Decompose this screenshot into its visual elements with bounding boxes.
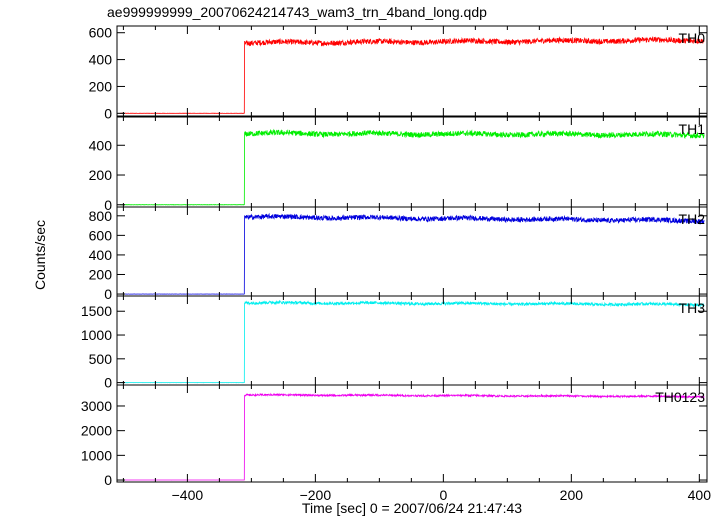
chart-title: ae999999999_20070624214743_wam3_trn_4ban…: [107, 4, 487, 20]
x-tick-label: −400: [172, 487, 204, 503]
x-axis-label: Time [sec] 0 = 2007/06/24 21:47:43: [302, 500, 522, 516]
panel-th3: 0 500 1000 1500 TH3: [81, 295, 708, 391]
panel-label-th2: TH2: [679, 211, 706, 227]
panel-frame: [116, 384, 708, 483]
panel-th2: 0 200 400 600 800 TH2: [89, 206, 708, 302]
panel-label-th3: TH3: [679, 300, 706, 316]
y-tick-label: 800: [89, 208, 113, 224]
y-tick-label: 200: [89, 167, 113, 183]
y-tick-label: 200: [89, 266, 113, 282]
panel-label-th1: TH1: [679, 121, 706, 137]
y-tick-label: 500: [89, 351, 113, 367]
y-tick-label: 0: [104, 375, 112, 391]
y-tick-label: 600: [89, 25, 113, 41]
panel-frame: [116, 25, 708, 117]
panel-frame: [116, 295, 708, 386]
panel-frame: [116, 116, 708, 208]
panel-label-th0: TH0: [679, 30, 706, 46]
y-tick-label: 1500: [81, 303, 112, 319]
y-tick-label: 3000: [81, 398, 112, 414]
y-tick-label: 400: [89, 137, 113, 153]
y-tick-label: 400: [89, 52, 113, 68]
y-tick-label: 1000: [81, 327, 112, 343]
series-line-th1: [120, 128, 705, 206]
panel-th1: 0 200 400 TH1: [89, 116, 708, 213]
series-line-th0123: [120, 392, 705, 481]
y-tick-label: 2000: [81, 423, 112, 439]
y-tick-label: 400: [89, 247, 113, 263]
x-tick-label: 200: [560, 487, 584, 503]
y-tick-label: 0: [104, 472, 112, 488]
series-line-th3: [120, 299, 705, 384]
x-tick-label: −200: [300, 487, 332, 503]
y-tick-label: 200: [89, 78, 113, 94]
x-tick-label: 400: [688, 487, 712, 503]
y-tick-label: 0: [104, 286, 112, 302]
panel-th0123: 0 1000 2000 3000 TH0123: [81, 384, 708, 488]
y-tick-label: 0: [104, 197, 112, 213]
series-line-th2: [120, 212, 705, 295]
panel-th0: 0 200 400 600 TH0: [89, 25, 708, 121]
x-axis: −400 −200 0 200 400: [172, 487, 712, 503]
y-axis-label: Counts/sec: [32, 220, 48, 290]
y-tick-label: 600: [89, 227, 113, 243]
x-tick-label: 0: [439, 487, 447, 503]
y-tick-label: 1000: [81, 447, 112, 463]
panel-label-th0123: TH0123: [655, 389, 705, 405]
series-line-th0: [120, 35, 705, 114]
y-tick-label: 0: [104, 105, 112, 121]
